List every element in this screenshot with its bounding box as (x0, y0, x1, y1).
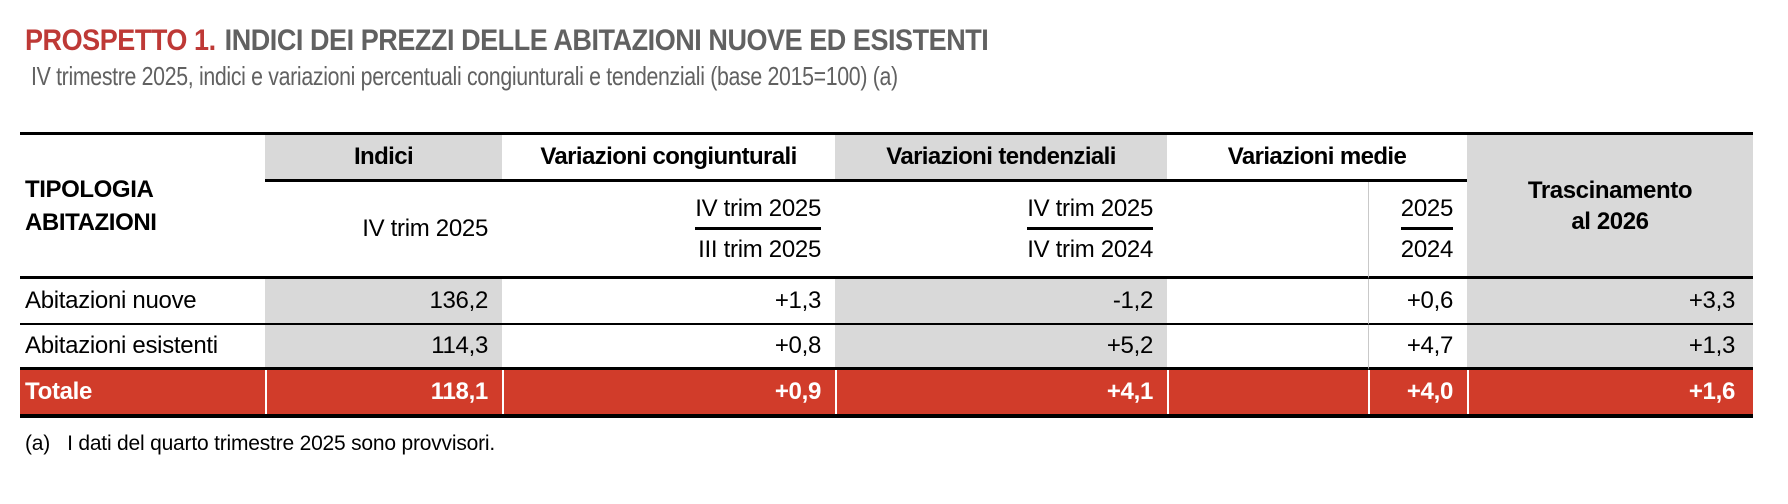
col-header-tendenziali: Variazioni tendenziali (835, 135, 1167, 182)
page-title: PROSPETTO 1. INDICI DEI PREZZI DELLE ABIT… (25, 24, 989, 58)
cell-media-spacer (1167, 325, 1368, 370)
subheader-medie-spacer (1167, 182, 1368, 279)
row-header-line2: ABITAZIONI (25, 208, 157, 236)
total-congiunturale: +0,9 (502, 370, 835, 414)
prices-table: TIPOLOGIA ABITAZIONI Indici Variazioni c… (20, 132, 1753, 418)
total-indici: 118,1 (265, 370, 502, 414)
total-media: +4,0 (1368, 370, 1467, 414)
col-header-trascinamento: Trascinamento al 2026 (1467, 135, 1753, 279)
subheader-tendenziali-num: IV trim 2025 (1027, 194, 1153, 230)
col-header-congiunturali: Variazioni congiunturali (502, 135, 835, 182)
cell-media-spacer (1167, 279, 1368, 325)
total-row-label: Totale (20, 370, 265, 414)
subheader-congiunturali-num: IV trim 2025 (695, 194, 821, 230)
page-title-text: INDICI DEI PREZZI DELLE ABITAZIONI NUOVE… (224, 24, 989, 57)
row-label: Abitazioni esistenti (20, 325, 265, 370)
cell-congiunturale: +0,8 (502, 325, 835, 370)
footnote-text: I dati del quarto trimestre 2025 sono pr… (67, 432, 495, 455)
subheader-tendenziali-den: IV trim 2024 (1027, 235, 1153, 263)
subheader-medie-num: 2025 (1400, 194, 1453, 230)
subheader-congiunturali: IV trim 2025 III trim 2025 (502, 182, 835, 279)
footnote: (a) I dati del quarto trimestre 2025 sono… (25, 432, 495, 456)
cell-media: +0,6 (1368, 279, 1467, 325)
cell-indici: 114,3 (265, 325, 502, 370)
cell-trascinamento: +3,3 (1467, 279, 1753, 325)
subheader-congiunturali-den: III trim 2025 (698, 235, 821, 263)
total-trascinamento: +1,6 (1467, 370, 1753, 414)
trascinamento-line1: Trascinamento (1527, 176, 1693, 204)
row-label: Abitazioni nuove (20, 279, 265, 325)
cell-media: +4,7 (1368, 325, 1467, 370)
subheader-medie: 2025 2024 (1368, 182, 1467, 279)
cell-tendenziale: +5,2 (835, 325, 1167, 370)
footnote-marker: (a) (25, 432, 51, 455)
trascinamento-line2: al 2026 (1571, 207, 1649, 235)
subheader-indici-period: IV trim 2025 (362, 215, 488, 242)
row-header-tipologia: TIPOLOGIA ABITAZIONI (20, 135, 265, 279)
col-header-indici: Indici (265, 135, 502, 182)
cell-indici: 136,2 (265, 279, 502, 325)
subheader-medie-den: 2024 (1400, 235, 1454, 263)
table-number-label: PROSPETTO 1. (25, 24, 216, 57)
total-tendenziale: +4,1 (835, 370, 1167, 414)
col-header-medie: Variazioni medie (1167, 135, 1467, 182)
subheader-indici: IV trim 2025 (265, 182, 502, 279)
cell-trascinamento: +1,3 (1467, 325, 1753, 370)
cell-congiunturale: +1,3 (502, 279, 835, 325)
page-subtitle: IV trimestre 2025, indici e variazioni p… (31, 61, 898, 91)
row-header-line1: TIPOLOGIA (25, 175, 154, 203)
subheader-tendenziali: IV trim 2025 IV trim 2024 (835, 182, 1167, 279)
cell-tendenziale: -1,2 (835, 279, 1167, 325)
total-media-spacer (1167, 370, 1368, 414)
